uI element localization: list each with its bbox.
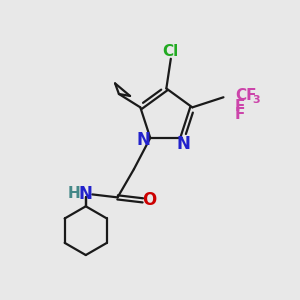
Text: Cl: Cl (163, 44, 179, 59)
Text: N: N (177, 136, 191, 154)
Text: CF: CF (235, 88, 257, 103)
Text: 3: 3 (252, 95, 260, 105)
Text: F: F (235, 107, 245, 122)
Text: H: H (68, 186, 81, 201)
Text: O: O (142, 191, 157, 209)
Text: F: F (235, 99, 245, 114)
Text: N: N (79, 184, 93, 202)
Text: N: N (137, 131, 151, 149)
